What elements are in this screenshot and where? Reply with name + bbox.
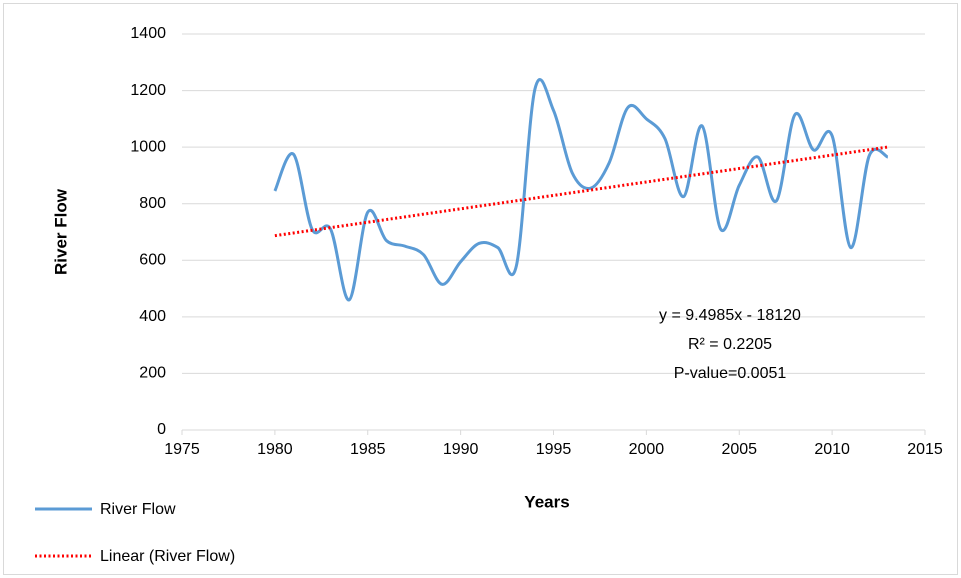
x-tick-label: 1995: [536, 441, 572, 458]
annotation: P-value=0.0051: [674, 365, 787, 382]
y-tick-label: 800: [139, 195, 166, 212]
annotation: R² = 0.2205: [688, 336, 772, 353]
y-tick-label: 1000: [130, 138, 166, 155]
x-tick-label: 2000: [629, 441, 665, 458]
x-tick-label: 1985: [350, 441, 386, 458]
y-axis-title: River Flow: [51, 188, 70, 275]
x-tick-label: 2015: [907, 441, 943, 458]
y-tick-label: 200: [139, 365, 166, 382]
x-tick-label: 1975: [164, 441, 200, 458]
legend-label: Linear (River Flow): [100, 548, 235, 565]
y-tick-label: 1400: [130, 25, 166, 42]
x-tick-label: 1980: [257, 441, 293, 458]
legend-label: River Flow: [100, 501, 176, 518]
x-axis-title: Years: [524, 492, 569, 511]
chart-frame: [3, 3, 958, 575]
y-tick-label: 600: [139, 252, 166, 269]
y-tick-label: 400: [139, 308, 166, 325]
y-tick-label: 1200: [130, 82, 166, 99]
x-tick-label: 1990: [443, 441, 479, 458]
annotation: y = 9.4985x - 18120: [659, 307, 801, 324]
x-tick-label: 2005: [721, 441, 757, 458]
data-line: [273, 78, 889, 302]
y-tick-label: 0: [157, 421, 166, 438]
x-tick-label: 2010: [814, 441, 850, 458]
